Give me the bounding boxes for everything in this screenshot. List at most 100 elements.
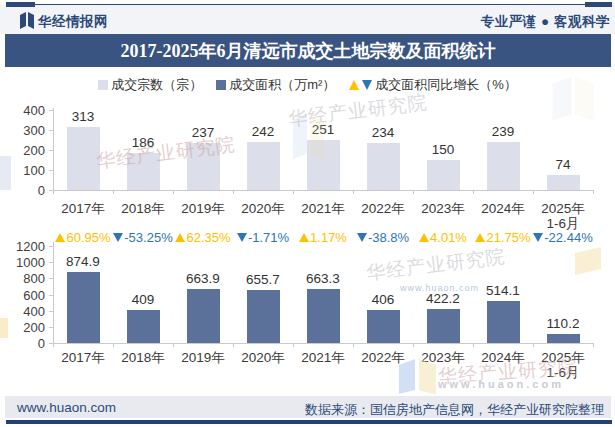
chart-title: 2017-2025年6月清远市成交土地宗数及面积统计: [5, 39, 611, 63]
watermark-logo-icon: [573, 247, 603, 275]
down-triangle-icon: [357, 233, 367, 242]
y-tick-label: 400: [11, 304, 45, 319]
bar: [547, 334, 580, 343]
legend-swatch-area: [216, 80, 226, 90]
y-tick-label: 1200: [11, 239, 45, 254]
watermark-fragment: [0, 318, 8, 338]
y-tick: [49, 130, 53, 131]
category-label: 2017年: [50, 201, 116, 216]
x-tick: [173, 190, 174, 194]
x-tick: [353, 190, 354, 194]
x-tick: [473, 190, 474, 194]
bar: [67, 272, 100, 343]
category-label: 2024年: [470, 201, 536, 216]
down-triangle-icon: [237, 233, 247, 242]
value-label: 237: [170, 125, 236, 140]
footer-rule: [6, 420, 612, 424]
value-label: 409: [110, 292, 176, 307]
down-triangle-icon: [533, 233, 543, 242]
y-tick: [49, 295, 53, 296]
y-tick-label: 400: [11, 103, 45, 118]
category-label: 2025年1-6月: [530, 350, 596, 380]
x-tick: [53, 190, 54, 194]
value-label: 251: [290, 122, 356, 137]
header-rule-left-cap: [6, 2, 35, 7]
value-label: 663.3: [290, 271, 356, 286]
x-axis: [53, 190, 593, 191]
y-tick: [49, 150, 53, 151]
legend-item-count: 成交宗数（宗）: [98, 76, 202, 94]
bar: [307, 289, 340, 343]
y-tick-label: 200: [11, 320, 45, 335]
footer-site-url: www.huaon.com: [17, 400, 116, 415]
watermark-fragment: [0, 156, 11, 190]
y-tick: [49, 170, 53, 171]
bar: [367, 143, 400, 190]
x-tick: [533, 343, 534, 347]
legend-swatch-count: [98, 80, 108, 90]
x-axis: [53, 343, 593, 344]
page: 华经情报网 专业严谨 ● 客观科学 2017-2025年6月清远市成交土地宗数及…: [0, 0, 615, 427]
value-label: 514.1: [470, 283, 536, 298]
category-label: 2017年: [50, 350, 116, 365]
value-label: 150: [410, 142, 476, 157]
category-label: 2022年: [350, 201, 416, 216]
x-tick: [593, 190, 594, 194]
category-label: 2020年: [230, 201, 296, 216]
y-tick-label: 200: [11, 143, 45, 158]
legend-label-growth: 成交面积同比增长（%）: [375, 76, 517, 94]
category-label: 2023年: [410, 201, 476, 216]
brand-name: 华经情报网: [38, 13, 108, 31]
bar: [487, 142, 520, 190]
x-tick: [593, 343, 594, 347]
y-tick: [49, 190, 53, 191]
bar: [67, 127, 100, 190]
value-label: 110.2: [530, 316, 596, 331]
bar: [427, 160, 460, 190]
y-tick-label: 0: [11, 183, 45, 198]
legend-item-growth: 成交面积同比增长（%）: [349, 76, 517, 94]
legend-item-area: 成交面积（万m²）: [216, 76, 335, 94]
legend: 成交宗数（宗） 成交面积（万m²） 成交面积同比增长（%）: [0, 76, 615, 94]
x-tick: [413, 343, 414, 347]
y-tick: [49, 327, 53, 328]
value-label: 313: [50, 109, 116, 124]
legend-up-triangle-icon: [349, 80, 359, 90]
x-tick: [533, 190, 534, 194]
x-tick: [233, 343, 234, 347]
category-label: 2023年: [410, 350, 476, 365]
up-triangle-icon: [175, 233, 185, 242]
y-tick: [49, 278, 53, 279]
x-tick: [173, 343, 174, 347]
x-tick: [353, 343, 354, 347]
bar: [487, 301, 520, 343]
y-tick-label: 1000: [11, 255, 45, 270]
y-tick-label: 600: [11, 288, 45, 303]
x-tick: [233, 190, 234, 194]
footer-data-source: 数据来源：国信房地产信息网，华经产业研究院整理: [305, 401, 604, 419]
header-rule: [6, 4, 612, 5]
bar: [187, 143, 220, 190]
bar: [427, 309, 460, 343]
brand-logo-icon: [20, 12, 35, 29]
category-label: 2022年: [350, 350, 416, 365]
down-triangle-icon: [113, 233, 123, 242]
legend-label-count: 成交宗数（宗）: [111, 76, 202, 94]
category-label: 2020年: [230, 350, 296, 365]
y-tick-label: 0: [11, 336, 45, 351]
category-label: 2024年: [470, 350, 536, 365]
category-label: 2019年: [170, 350, 236, 365]
up-triangle-icon: [419, 233, 429, 242]
bar: [367, 310, 400, 343]
category-label: 2025年1-6月: [530, 201, 596, 231]
y-tick-label: 300: [11, 123, 45, 138]
x-tick: [113, 343, 114, 347]
bar: [247, 142, 280, 190]
value-label: 874.9: [50, 254, 116, 269]
category-label: 2018年: [110, 201, 176, 216]
bar: [547, 175, 580, 190]
up-triangle-icon: [475, 233, 485, 242]
y-tick-label: 100: [11, 163, 45, 178]
header-rule-right-cap: [585, 2, 612, 7]
y-tick-label: 800: [11, 271, 45, 286]
